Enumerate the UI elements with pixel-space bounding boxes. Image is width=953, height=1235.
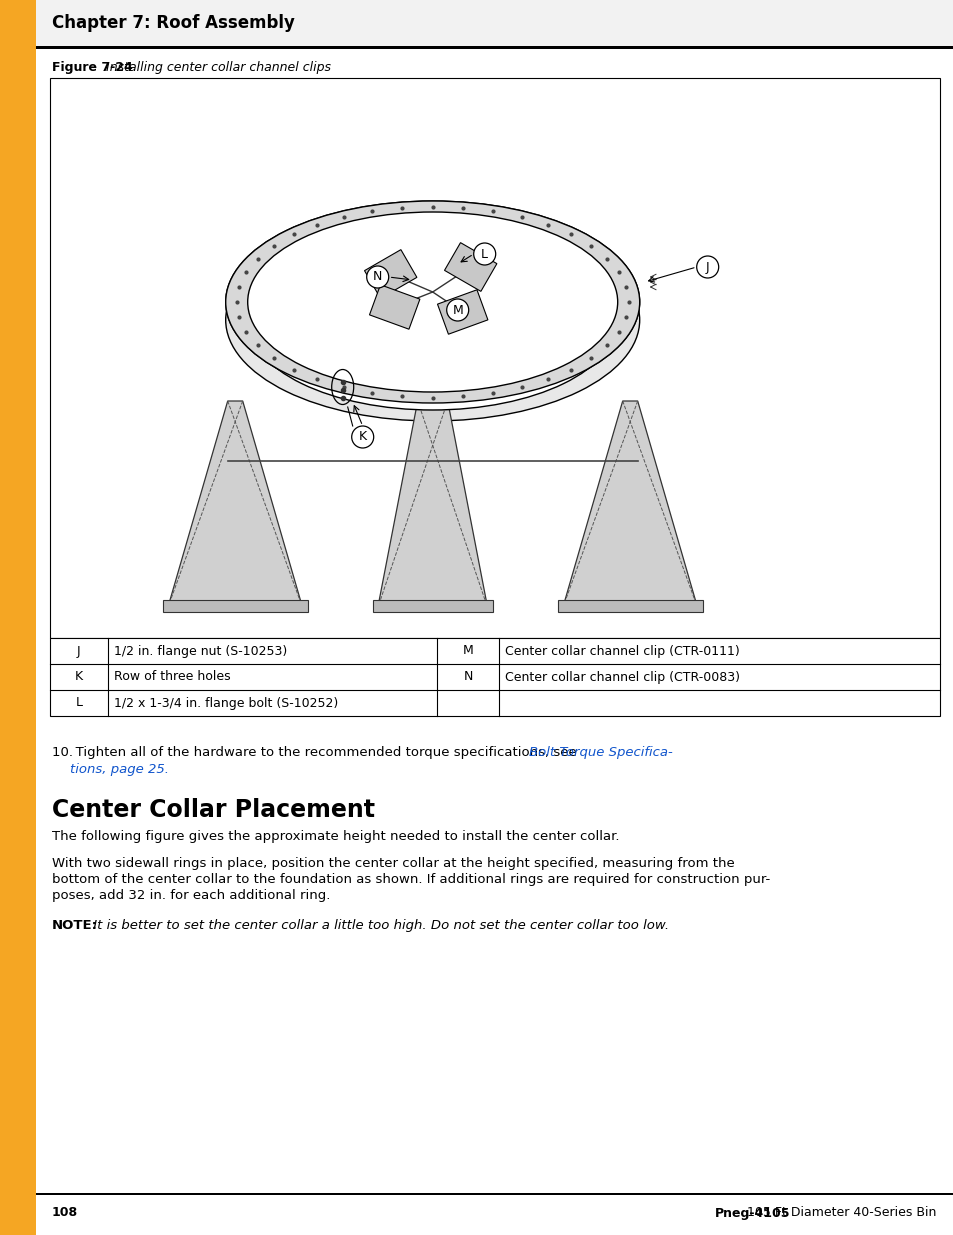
Bar bbox=[373, 600, 492, 613]
Text: 1/2 in. flange nut (S-10253): 1/2 in. flange nut (S-10253) bbox=[113, 645, 287, 657]
Text: NOTE:: NOTE: bbox=[52, 919, 98, 932]
Text: tions, page 25.: tions, page 25. bbox=[70, 763, 169, 776]
Text: J: J bbox=[77, 645, 81, 657]
Text: bottom of the center collar to the foundation as shown. If additional rings are : bottom of the center collar to the found… bbox=[52, 873, 769, 885]
Polygon shape bbox=[562, 401, 697, 608]
Bar bbox=[36, 46, 953, 48]
Text: Bolt Torque Specifica-: Bolt Torque Specifica- bbox=[529, 746, 672, 760]
Polygon shape bbox=[377, 401, 487, 608]
Text: Center Collar Placement: Center Collar Placement bbox=[52, 798, 375, 823]
Text: L: L bbox=[75, 697, 82, 709]
Text: M: M bbox=[462, 645, 474, 657]
Text: Pneg-4105: Pneg-4105 bbox=[714, 1207, 790, 1219]
Text: N: N bbox=[373, 270, 382, 284]
Text: It is better to set the center collar a little too high. Do not set the center c: It is better to set the center collar a … bbox=[89, 919, 668, 932]
Text: Row of three holes: Row of three holes bbox=[113, 671, 231, 683]
Circle shape bbox=[474, 243, 496, 266]
Circle shape bbox=[352, 426, 374, 448]
Text: K: K bbox=[358, 431, 366, 443]
Text: 108: 108 bbox=[52, 1207, 78, 1219]
Bar bbox=[50, 638, 939, 716]
Polygon shape bbox=[364, 249, 416, 299]
Text: J: J bbox=[705, 261, 709, 273]
Text: 10. Tighten all of the hardware to the recommended torque specifications, see: 10. Tighten all of the hardware to the r… bbox=[52, 746, 580, 760]
Polygon shape bbox=[168, 401, 302, 608]
Bar bbox=[163, 600, 308, 613]
Text: Center collar channel clip (CTR-0111): Center collar channel clip (CTR-0111) bbox=[505, 645, 740, 657]
Circle shape bbox=[366, 266, 388, 288]
Text: L: L bbox=[480, 247, 488, 261]
Circle shape bbox=[446, 299, 468, 321]
Circle shape bbox=[696, 256, 718, 278]
Bar bbox=[36, 0, 953, 46]
Bar bbox=[50, 78, 939, 638]
Text: K: K bbox=[74, 671, 83, 683]
Ellipse shape bbox=[248, 230, 617, 410]
Bar bbox=[558, 600, 702, 613]
Text: poses, add 32 in. for each additional ring.: poses, add 32 in. for each additional ri… bbox=[52, 889, 330, 902]
Text: The following figure gives the approximate height needed to install the center c: The following figure gives the approxima… bbox=[52, 830, 618, 844]
Ellipse shape bbox=[226, 201, 639, 403]
Text: M: M bbox=[452, 304, 462, 316]
Text: 1/2 x 1-3/4 in. flange bolt (S-10252): 1/2 x 1-3/4 in. flange bolt (S-10252) bbox=[113, 697, 337, 709]
Bar bbox=[0, 0, 36, 1235]
Text: Figure 7-24: Figure 7-24 bbox=[52, 62, 132, 74]
Text: Installing center collar channel clips: Installing center collar channel clips bbox=[102, 62, 331, 74]
Polygon shape bbox=[369, 285, 419, 330]
Text: 105 Ft Diameter 40-Series Bin: 105 Ft Diameter 40-Series Bin bbox=[741, 1207, 935, 1219]
Text: N: N bbox=[463, 671, 473, 683]
Polygon shape bbox=[444, 242, 497, 291]
Polygon shape bbox=[437, 290, 487, 335]
Text: With two sidewall rings in place, position the center collar at the height speci: With two sidewall rings in place, positi… bbox=[52, 857, 734, 869]
Ellipse shape bbox=[226, 219, 639, 421]
Bar bbox=[36, 1193, 953, 1195]
Ellipse shape bbox=[248, 212, 617, 391]
Text: Center collar channel clip (CTR-0083): Center collar channel clip (CTR-0083) bbox=[505, 671, 740, 683]
Text: Chapter 7: Roof Assembly: Chapter 7: Roof Assembly bbox=[52, 14, 294, 32]
